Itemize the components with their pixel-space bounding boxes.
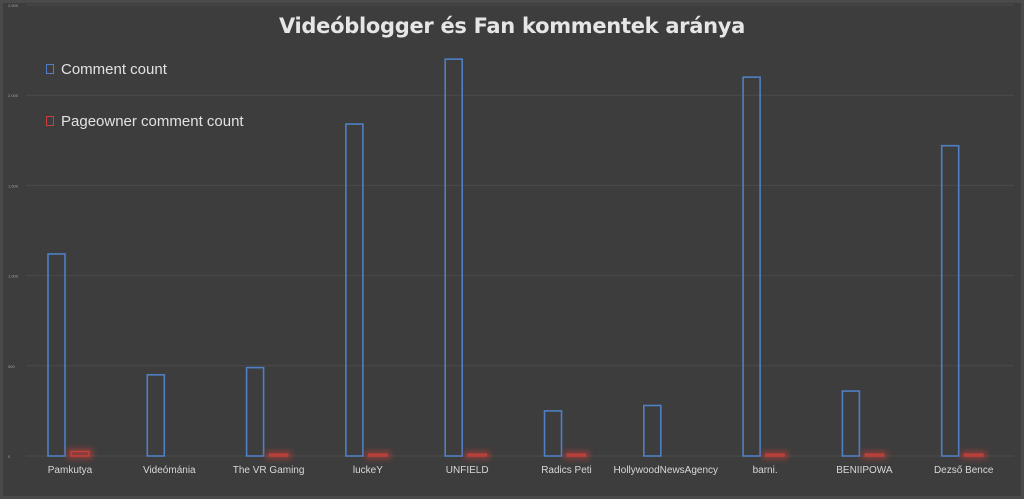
bar-pageowner-comment-count bbox=[467, 453, 487, 457]
bar-comment-count bbox=[742, 76, 761, 457]
bar-glow-pageowner-comment-count bbox=[762, 451, 789, 459]
bar-pageowner-comment-count bbox=[368, 453, 388, 457]
bar-glow-pageowner-comment-count bbox=[563, 451, 590, 459]
x-tick-label: Videómánia bbox=[143, 465, 196, 476]
bar-pageowner-comment-count bbox=[268, 453, 289, 457]
bar-comment-count bbox=[642, 404, 662, 457]
bar-glow-pageowner-comment-count bbox=[464, 451, 491, 459]
y-tick-label: 0 bbox=[8, 454, 11, 459]
bar-pageowner-comment-count bbox=[864, 453, 885, 457]
x-tick-label: barni. bbox=[753, 465, 778, 476]
x-tick-label: UNFIELD bbox=[446, 465, 489, 476]
bar-pageowner-comment-count bbox=[70, 450, 90, 457]
bar-pageowner-comment-count bbox=[566, 453, 587, 457]
y-tick-label: 1,500 bbox=[8, 183, 19, 188]
y-tick-label: 2,500 bbox=[8, 3, 19, 8]
legend-label-comment-count: Comment count bbox=[61, 60, 167, 78]
x-tick-label: luckeY bbox=[353, 465, 383, 476]
x-tick-label: HollywoodNewsAgency bbox=[614, 465, 719, 476]
bar-comment-count bbox=[146, 374, 166, 457]
bar-comment-count bbox=[940, 144, 960, 457]
chart-title: Videóblogger és Fan kommentek aránya bbox=[278, 14, 746, 38]
x-tick-label: Radics Peti bbox=[541, 465, 592, 476]
bar-glow-pageowner-comment-count bbox=[265, 451, 292, 459]
bar-pageowner-comment-count bbox=[765, 453, 785, 457]
bar-comment-count bbox=[245, 366, 265, 457]
legend-swatch-pageowner-comment-count bbox=[46, 116, 54, 126]
bar-glow-pageowner-comment-count bbox=[67, 448, 93, 459]
legend-item-comment-count: Comment count bbox=[46, 56, 244, 82]
legend: Comment count Pageowner comment count bbox=[46, 56, 244, 160]
bar-comment-count bbox=[841, 390, 861, 457]
bar-glow-pageowner-comment-count bbox=[364, 451, 391, 459]
x-tick-label: Dezső Bence bbox=[934, 465, 994, 476]
y-tick-label: 2,000 bbox=[8, 93, 19, 98]
bar-comment-count bbox=[543, 410, 563, 457]
legend-item-pageowner-comment-count: Pageowner comment count bbox=[46, 108, 244, 134]
bar-comment-count bbox=[47, 253, 66, 457]
y-tick-label: 1,000 bbox=[8, 274, 19, 279]
legend-swatch-comment-count bbox=[46, 64, 54, 74]
bar-comment-count bbox=[444, 58, 464, 457]
x-tick-label: BENIIPOWA bbox=[836, 465, 893, 476]
bar-glow-pageowner-comment-count bbox=[861, 451, 888, 459]
bar-pageowner-comment-count bbox=[964, 453, 984, 457]
y-tick-label: 500 bbox=[8, 364, 15, 369]
legend-label-pageowner-comment-count: Pageowner comment count bbox=[61, 112, 244, 130]
bar-comment-count bbox=[345, 123, 364, 457]
bar-glow-pageowner-comment-count bbox=[960, 451, 987, 459]
x-tick-label: The VR Gaming bbox=[233, 465, 305, 476]
x-tick-label: Pamkutya bbox=[48, 465, 93, 476]
